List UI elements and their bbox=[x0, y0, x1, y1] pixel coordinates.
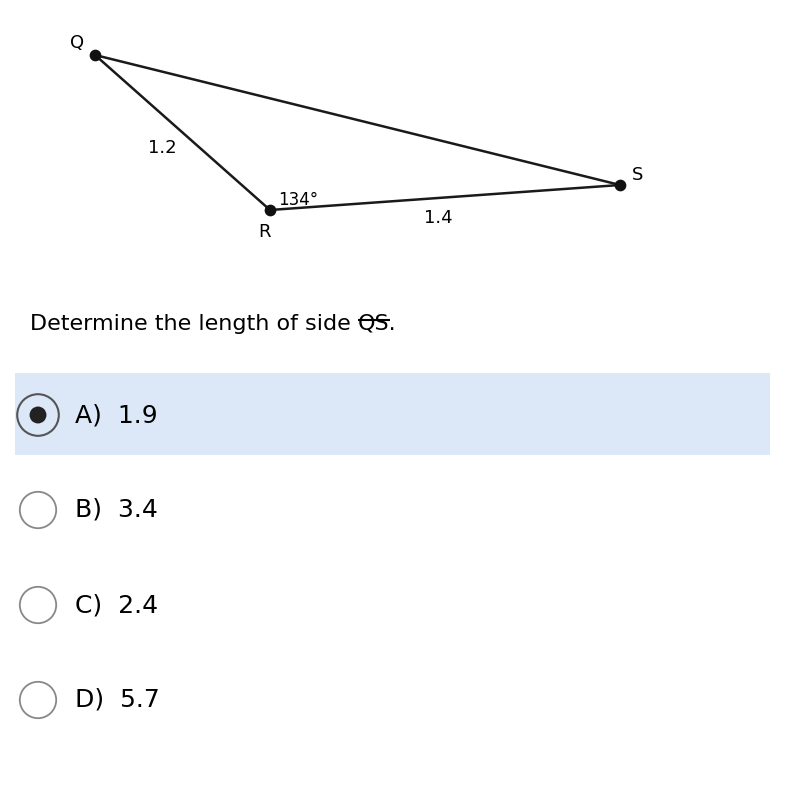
Text: QS: QS bbox=[358, 314, 390, 334]
Text: Determine the length of side: Determine the length of side bbox=[30, 314, 358, 334]
Text: C)  2.4: C) 2.4 bbox=[75, 593, 158, 617]
Circle shape bbox=[30, 407, 46, 424]
Point bbox=[89, 49, 102, 62]
Bar bbox=[15, 373, 770, 455]
Text: Q: Q bbox=[70, 34, 84, 52]
Text: Determine the length of side: Determine the length of side bbox=[30, 314, 358, 334]
Text: 1.4: 1.4 bbox=[424, 209, 452, 227]
Text: 134°: 134° bbox=[278, 191, 318, 209]
Point bbox=[264, 203, 277, 216]
Text: A)  1.9: A) 1.9 bbox=[75, 403, 158, 427]
Text: B)  3.4: B) 3.4 bbox=[75, 498, 158, 522]
Text: QS.: QS. bbox=[358, 314, 397, 334]
Point bbox=[614, 179, 626, 191]
Text: 1.2: 1.2 bbox=[148, 139, 176, 157]
Text: D)  5.7: D) 5.7 bbox=[75, 688, 160, 712]
Text: R: R bbox=[258, 223, 271, 241]
Text: S: S bbox=[632, 166, 644, 184]
